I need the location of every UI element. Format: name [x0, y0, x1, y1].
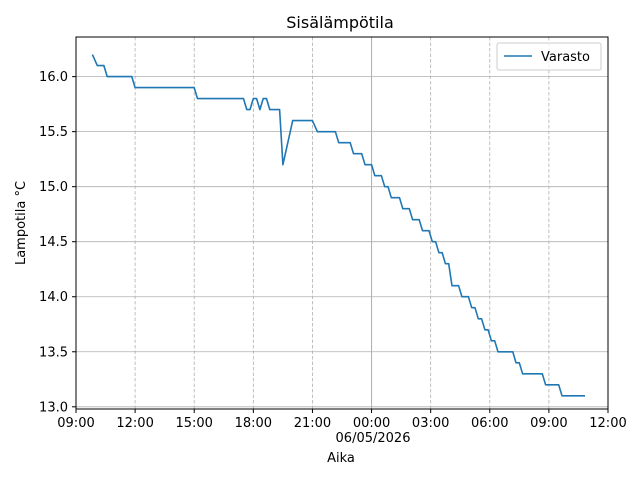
x-tick-label: 09:00 [57, 416, 94, 431]
grid [75, 37, 609, 409]
plot-frame [75, 36, 609, 410]
ticks: 09:00 12:00 15:00 18:00 21:00 00:00 03:00 06:00… [39, 70, 627, 431]
y-tick-label: 16.0 [39, 70, 68, 85]
series-line-varasto [91, 54, 585, 397]
y-tick-label: 15.5 [39, 125, 68, 140]
x-tick-label: 00:00 [353, 416, 390, 431]
chart-title: Sisälämpötila [286, 13, 394, 32]
x-tick-label: 03:00 [412, 416, 449, 431]
series-layer [91, 54, 585, 397]
legend-label-varasto: Varasto [541, 50, 590, 65]
legend-box [496, 42, 602, 71]
x-axis-date-label: 06/05/2026 [336, 431, 411, 446]
legend: Varasto [496, 42, 602, 71]
x-tick-label: 06:00 [471, 416, 508, 431]
x-tick-label: 21:00 [294, 416, 331, 431]
y-tick-label: 15.0 [39, 180, 68, 195]
y-tick-label: 13.5 [39, 345, 68, 360]
x-tick-label: 09:00 [530, 416, 567, 431]
x-tick-label: 18:00 [235, 416, 272, 431]
y-tick-label: 14.0 [39, 290, 68, 305]
x-tick-label: 12:00 [589, 416, 626, 431]
x-tick-label: 15:00 [175, 416, 212, 431]
y-tick-label: 14.5 [39, 235, 68, 250]
y-tick-label: 13.0 [39, 400, 68, 415]
y-axis-title: Lampotila °C [14, 181, 29, 265]
x-axis-title: Aika [327, 451, 355, 466]
x-tick-label: 12:00 [116, 416, 153, 431]
